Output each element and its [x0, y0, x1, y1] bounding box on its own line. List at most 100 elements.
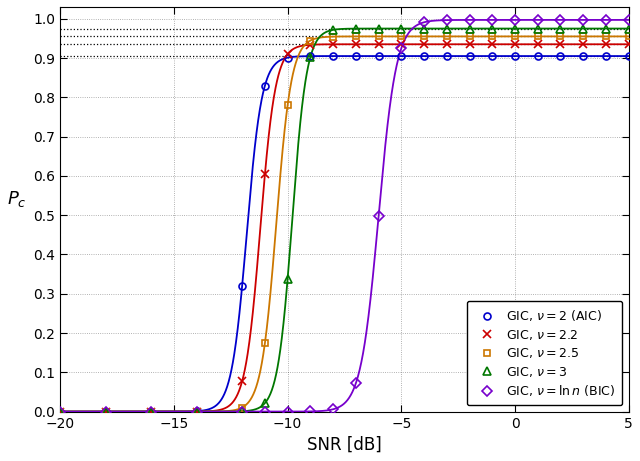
GIC, $\nu = 3$ [261, 400, 269, 406]
GIC, $\nu = \ln n$ (BIC) [602, 17, 610, 23]
GIC, $\nu = 2.5$ [102, 409, 109, 414]
GIC, $\nu = 2.2$ [193, 409, 200, 414]
GIC, $\nu = 2$ (AIC) [352, 53, 360, 59]
GIC, $\nu = 2$ (AIC) [534, 53, 541, 59]
GIC, $\nu = 2.5$ [261, 340, 269, 346]
Line: GIC, $\nu = 2.5$: GIC, $\nu = 2.5$ [57, 33, 632, 415]
GIC, $\nu = \ln n$ (BIC) [397, 46, 405, 51]
GIC, $\nu = 2$ (AIC) [329, 53, 337, 59]
GIC, $\nu = 2.5$ [466, 34, 474, 39]
GIC, $\nu = 3$ [193, 409, 200, 414]
GIC, $\nu = \ln n$ (BIC) [284, 409, 291, 414]
GIC, $\nu = 2.2$ [375, 41, 383, 47]
GIC, $\nu = 2.5$ [193, 409, 200, 414]
GIC, $\nu = 3$ [329, 27, 337, 33]
GIC, $\nu = 2.2$ [534, 41, 541, 47]
GIC, $\nu = \ln n$ (BIC) [375, 213, 383, 219]
GIC, $\nu = 3$ [238, 408, 246, 414]
GIC, $\nu = 2.2$ [397, 41, 405, 47]
GIC, $\nu = 2$ (AIC) [56, 409, 64, 414]
GIC, $\nu = 2.2$ [147, 409, 155, 414]
GIC, $\nu = \ln n$ (BIC) [534, 17, 541, 23]
GIC, $\nu = \ln n$ (BIC) [443, 18, 451, 23]
Line: GIC, $\nu = \ln n$ (BIC): GIC, $\nu = \ln n$ (BIC) [57, 17, 632, 415]
GIC, $\nu = 2.2$ [261, 171, 269, 177]
GIC, $\nu = 2$ (AIC) [238, 283, 246, 289]
GIC, $\nu = 3$ [102, 409, 109, 414]
GIC, $\nu = 3$ [579, 26, 587, 31]
GIC, $\nu = 2$ (AIC) [307, 53, 314, 59]
GIC, $\nu = 3$ [56, 409, 64, 414]
GIC, $\nu = 2.2$ [307, 42, 314, 47]
GIC, $\nu = \ln n$ (BIC) [193, 409, 200, 414]
GIC, $\nu = 2.5$ [557, 34, 564, 39]
GIC, $\nu = 2.5$ [284, 102, 291, 107]
GIC, $\nu = \ln n$ (BIC) [557, 17, 564, 23]
Y-axis label: $P_c$: $P_c$ [7, 189, 27, 209]
GIC, $\nu = \ln n$ (BIC) [56, 409, 64, 414]
GIC, $\nu = 2$ (AIC) [557, 53, 564, 59]
GIC, $\nu = 2$ (AIC) [488, 53, 496, 59]
GIC, $\nu = 2.2$ [466, 41, 474, 47]
GIC, $\nu = 2.5$ [375, 34, 383, 39]
GIC, $\nu = 2.5$ [329, 34, 337, 39]
GIC, $\nu = 2.2$ [488, 41, 496, 47]
GIC, $\nu = 2$ (AIC) [443, 53, 451, 59]
GIC, $\nu = 2.5$ [443, 34, 451, 39]
GIC, $\nu = \ln n$ (BIC) [329, 407, 337, 412]
GIC, $\nu = 2.2$ [284, 51, 291, 57]
GIC, $\nu = 2.2$ [102, 409, 109, 414]
GIC, $\nu = 2.5$ [147, 409, 155, 414]
GIC, $\nu = 2.5$ [625, 34, 632, 39]
GIC, $\nu = 2.5$ [56, 409, 64, 414]
GIC, $\nu = \ln n$ (BIC) [466, 17, 474, 23]
GIC, $\nu = 3$ [488, 26, 496, 31]
Line: GIC, $\nu = 3$: GIC, $\nu = 3$ [56, 24, 633, 416]
GIC, $\nu = 2.5$ [579, 34, 587, 39]
GIC, $\nu = 2.2$ [329, 41, 337, 47]
GIC, $\nu = 2.5$ [534, 34, 541, 39]
GIC, $\nu = 2.5$ [511, 34, 519, 39]
Line: GIC, $\nu = 2.2$: GIC, $\nu = 2.2$ [56, 40, 633, 416]
GIC, $\nu = 2$ (AIC) [625, 53, 632, 59]
GIC, $\nu = 2$ (AIC) [102, 409, 109, 414]
GIC, $\nu = 2.2$ [443, 41, 451, 47]
GIC, $\nu = \ln n$ (BIC) [420, 19, 428, 25]
GIC, $\nu = 2.2$ [625, 41, 632, 47]
GIC, $\nu = 2$ (AIC) [397, 53, 405, 59]
GIC, $\nu = 2.5$ [238, 405, 246, 410]
X-axis label: SNR [dB]: SNR [dB] [307, 436, 382, 454]
GIC, $\nu = \ln n$ (BIC) [102, 409, 109, 414]
GIC, $\nu = 2$ (AIC) [147, 409, 155, 414]
GIC, $\nu = 2$ (AIC) [602, 53, 610, 59]
GIC, $\nu = 2.2$ [557, 41, 564, 47]
GIC, $\nu = 2.5$ [307, 38, 314, 43]
Legend: GIC, $\nu = 2$ (AIC), GIC, $\nu = 2.2$, GIC, $\nu = 2.5$, GIC, $\nu = 3$, GIC, $: GIC, $\nu = 2$ (AIC), GIC, $\nu = 2.2$, … [467, 301, 623, 405]
GIC, $\nu = 3$ [511, 26, 519, 31]
GIC, $\nu = 2$ (AIC) [511, 53, 519, 59]
GIC, $\nu = 2.2$ [238, 378, 246, 384]
GIC, $\nu = 3$ [557, 26, 564, 31]
GIC, $\nu = 2.2$ [511, 41, 519, 47]
GIC, $\nu = 3$ [147, 409, 155, 414]
GIC, $\nu = \ln n$ (BIC) [307, 409, 314, 414]
GIC, $\nu = 3$ [307, 54, 314, 60]
GIC, $\nu = 2$ (AIC) [193, 408, 200, 414]
GIC, $\nu = 2$ (AIC) [420, 53, 428, 59]
GIC, $\nu = \ln n$ (BIC) [261, 409, 269, 414]
Line: GIC, $\nu = 2$ (AIC): GIC, $\nu = 2$ (AIC) [57, 53, 632, 415]
GIC, $\nu = 3$ [284, 276, 291, 281]
GIC, $\nu = \ln n$ (BIC) [352, 380, 360, 386]
GIC, $\nu = 3$ [466, 26, 474, 31]
GIC, $\nu = 3$ [534, 26, 541, 31]
GIC, $\nu = 2.5$ [397, 34, 405, 39]
GIC, $\nu = 2$ (AIC) [261, 83, 269, 89]
GIC, $\nu = 2.2$ [56, 409, 64, 414]
GIC, $\nu = \ln n$ (BIC) [488, 17, 496, 23]
GIC, $\nu = \ln n$ (BIC) [511, 17, 519, 23]
GIC, $\nu = 2.2$ [420, 41, 428, 47]
GIC, $\nu = 2$ (AIC) [579, 53, 587, 59]
GIC, $\nu = \ln n$ (BIC) [147, 409, 155, 414]
GIC, $\nu = 2.5$ [420, 34, 428, 39]
GIC, $\nu = 2$ (AIC) [466, 53, 474, 59]
